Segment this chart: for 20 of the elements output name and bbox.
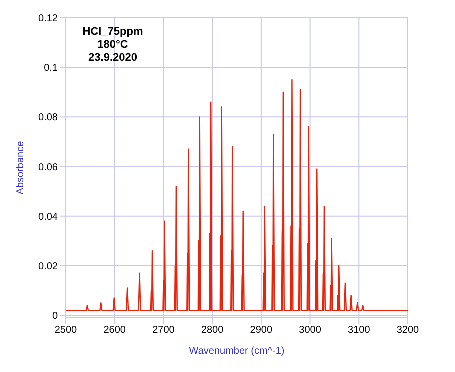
x-tick-label: 2900: [250, 325, 273, 336]
y-tick-label: 0.1: [44, 63, 58, 74]
x-tick-label: 2800: [201, 325, 224, 336]
y-tick-label: 0.02: [38, 261, 58, 272]
x-tick-label: 2700: [152, 325, 176, 336]
y-tick-label: 0.06: [38, 162, 58, 174]
x-tick-label: 3200: [396, 325, 420, 336]
y-tick-label: 0.12: [38, 14, 58, 25]
x-tick-label: 2600: [104, 325, 126, 336]
y-tick-label: 0.08: [38, 112, 58, 124]
x-tick-label: 2500: [54, 325, 78, 336]
annotation: 23.9.2020: [88, 52, 138, 65]
y-axis-title: Absorbance: [16, 140, 27, 195]
annotation: HCl_75ppm: [82, 26, 144, 39]
x-tick-label: 3100: [348, 325, 371, 336]
y-tick-label: 0: [52, 311, 58, 322]
annotation: 180°C: [96, 39, 130, 52]
x-axis-title: Wavenumber (cm^-1): [189, 346, 285, 357]
x-tick-label: 3000: [299, 325, 322, 336]
y-tick-label: 0.04: [38, 212, 58, 223]
